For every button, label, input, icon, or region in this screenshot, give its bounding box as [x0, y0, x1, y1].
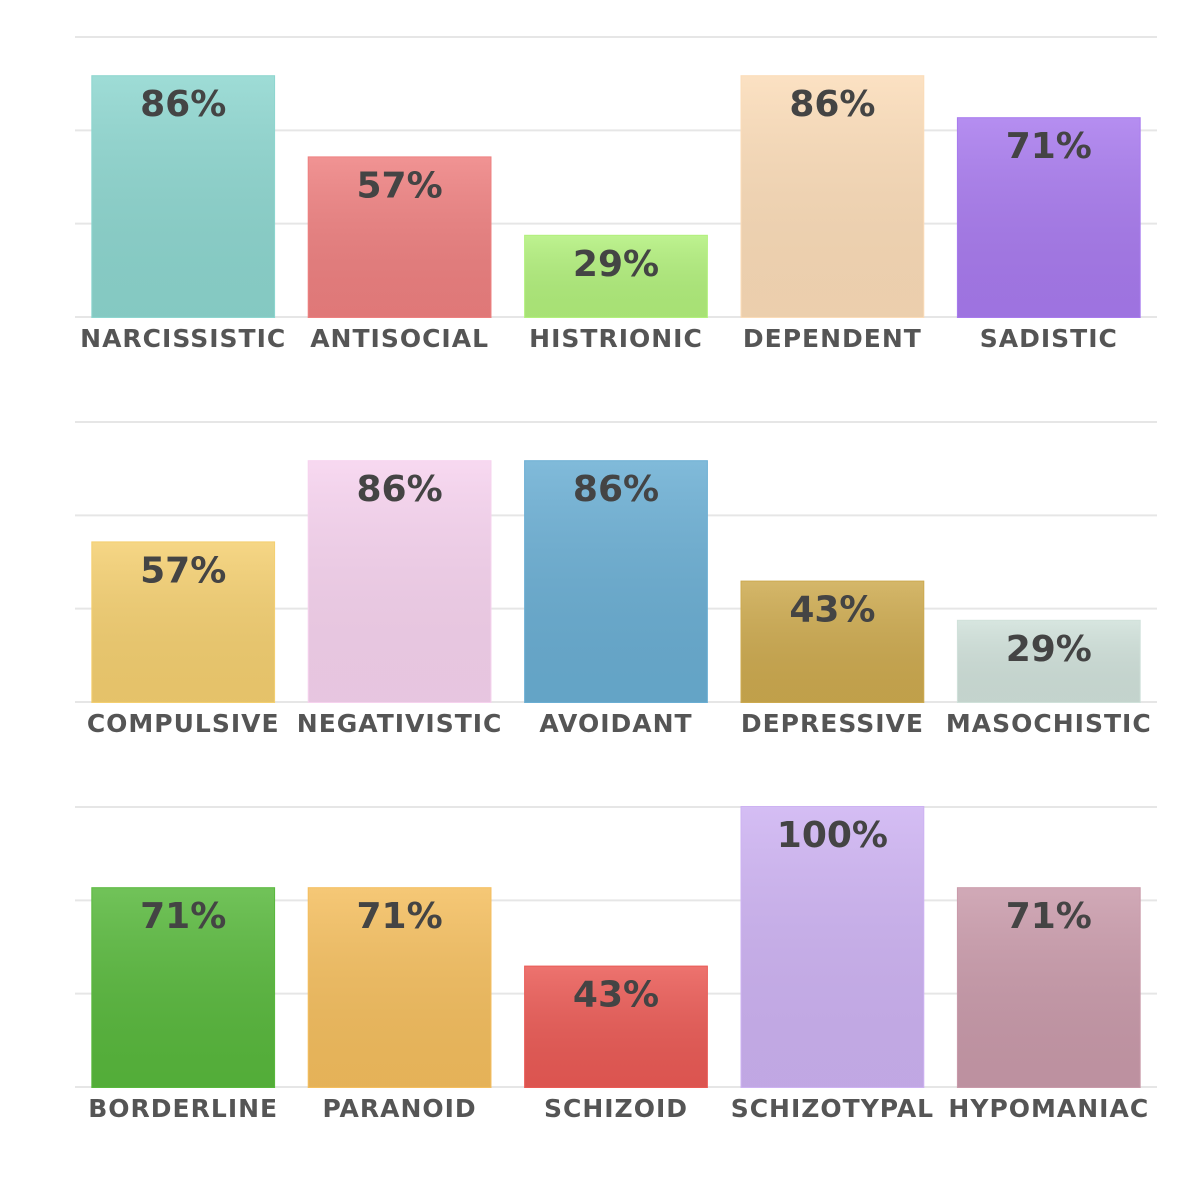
x-tick-label: SCHIZOID: [544, 1094, 688, 1123]
bar-shade: [957, 888, 1140, 1087]
bar-shade: [957, 118, 1140, 317]
x-tick-label: MASOCHISTIC: [946, 709, 1152, 738]
x-tick-label: DEPENDENT: [743, 324, 922, 353]
bar-shade: [741, 807, 924, 1087]
value-label: 71%: [357, 896, 443, 937]
value-label: 71%: [1006, 896, 1092, 937]
bar-shade: [525, 966, 707, 1087]
value-label: 86%: [573, 469, 659, 510]
x-tick-label: SADISTIC: [980, 324, 1118, 353]
bar-shade: [525, 235, 707, 317]
value-label: 71%: [1006, 126, 1092, 167]
bar-shade: [92, 76, 275, 317]
value-label: 57%: [357, 165, 443, 206]
value-label: 86%: [789, 84, 875, 125]
value-label: 86%: [357, 469, 443, 510]
bar-shade: [92, 888, 275, 1087]
value-label: 29%: [573, 244, 659, 285]
bar-shade: [741, 581, 924, 702]
bar-shade: [92, 542, 275, 702]
x-tick-label: NEGATIVISTIC: [297, 709, 503, 738]
x-tick-label: PARANOID: [322, 1094, 476, 1123]
value-label: 29%: [1006, 629, 1092, 670]
x-tick-label: BORDERLINE: [88, 1094, 278, 1123]
x-tick-label: HISTRIONIC: [529, 324, 703, 353]
x-tick-label: AVOIDANT: [539, 709, 692, 738]
value-label: 43%: [573, 975, 659, 1016]
bar-shade: [308, 461, 491, 702]
bar-shade: [308, 888, 491, 1087]
value-label: 86%: [140, 84, 226, 125]
x-tick-label: ANTISOCIAL: [310, 324, 489, 353]
value-label: 43%: [789, 590, 875, 631]
value-label: 100%: [777, 815, 888, 856]
bar-shade: [741, 76, 924, 317]
x-tick-label: COMPULSIVE: [87, 709, 280, 738]
x-tick-label: SCHIZOTYPAL: [731, 1094, 934, 1123]
x-tick-label: HYPOMANIAC: [948, 1094, 1149, 1123]
bar-shade: [525, 461, 707, 702]
x-tick-label: NARCISSISTIC: [80, 324, 286, 353]
value-label: 71%: [140, 896, 226, 937]
bar-shade: [308, 157, 491, 317]
bar-shade: [957, 620, 1140, 702]
x-tick-label: DEPRESSIVE: [741, 709, 924, 738]
value-label: 57%: [140, 550, 226, 591]
